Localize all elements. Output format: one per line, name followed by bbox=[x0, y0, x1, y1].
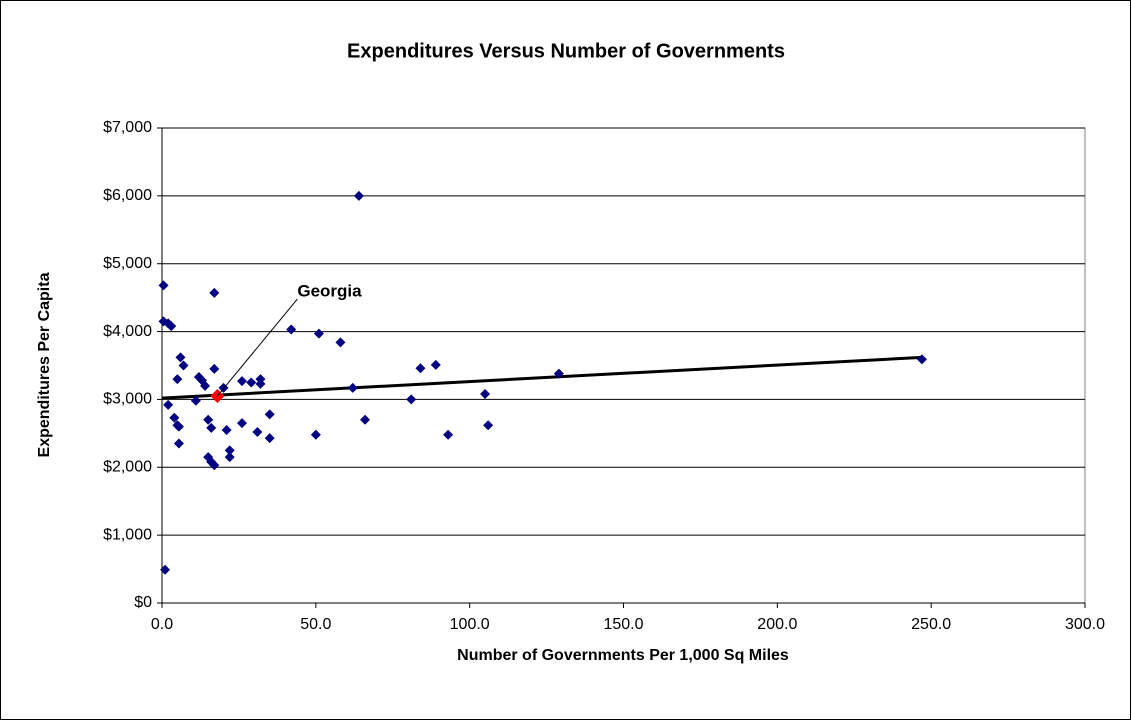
data-point bbox=[173, 438, 184, 449]
data-point bbox=[160, 564, 171, 575]
x-tick-label: 0.0 bbox=[151, 616, 173, 633]
data-point bbox=[166, 321, 177, 332]
y-tick-label: $6,000 bbox=[103, 187, 152, 204]
x-tick-label: 150.0 bbox=[603, 616, 643, 633]
data-point bbox=[203, 414, 214, 425]
data-point bbox=[209, 460, 220, 471]
data-point bbox=[353, 190, 364, 201]
data-point bbox=[206, 422, 217, 433]
x-tick-label: 300.0 bbox=[1065, 616, 1105, 633]
data-point bbox=[360, 414, 371, 425]
y-tick-label: $3,000 bbox=[103, 391, 152, 408]
data-point bbox=[286, 324, 297, 335]
data-point bbox=[264, 409, 275, 420]
data-point bbox=[916, 354, 927, 365]
data-point bbox=[480, 389, 491, 399]
data-point bbox=[252, 427, 263, 437]
data-point bbox=[209, 287, 220, 298]
y-tick-label: $5,000 bbox=[103, 255, 152, 272]
data-point bbox=[169, 412, 180, 423]
data-point bbox=[224, 445, 235, 456]
x-axis-label: Number of Governments Per 1,000 Sq Miles bbox=[457, 647, 789, 664]
data-point bbox=[415, 363, 426, 374]
data-point bbox=[173, 421, 184, 432]
data-point bbox=[430, 359, 441, 370]
y-tick-label: $1,000 bbox=[103, 526, 152, 543]
data-point bbox=[178, 360, 189, 371]
data-point bbox=[443, 429, 454, 440]
data-point bbox=[200, 380, 211, 391]
data-point bbox=[224, 452, 235, 463]
x-tick-label: 250.0 bbox=[911, 616, 951, 633]
data-point bbox=[190, 395, 201, 406]
y-tick-label: $7,000 bbox=[103, 119, 152, 136]
data-point bbox=[209, 363, 220, 374]
y-tick-label: $0 bbox=[134, 594, 152, 611]
y-axis-label: Expenditures Per Capita bbox=[36, 272, 53, 457]
data-point bbox=[175, 352, 186, 363]
data-point bbox=[310, 429, 321, 440]
data-point bbox=[246, 377, 257, 388]
chart-title: Expenditures Versus Number of Government… bbox=[347, 40, 785, 62]
data-point bbox=[406, 394, 417, 405]
data-point bbox=[255, 374, 266, 385]
y-tick-label: $4,000 bbox=[103, 323, 152, 340]
y-tick-label: $2,000 bbox=[103, 459, 152, 476]
x-tick-label: 200.0 bbox=[757, 616, 797, 633]
plot-area bbox=[161, 127, 1086, 604]
x-tick-label: 50.0 bbox=[300, 616, 331, 633]
data-point bbox=[221, 424, 232, 435]
data-point bbox=[172, 374, 183, 385]
annotation-leader bbox=[216, 298, 298, 397]
data-point bbox=[158, 280, 169, 291]
data-point bbox=[335, 337, 346, 348]
annotation-label: Georgia bbox=[297, 282, 362, 301]
trendline bbox=[161, 355, 923, 400]
x-tick-label: 100.0 bbox=[450, 616, 490, 633]
data-point bbox=[313, 328, 324, 339]
data-point bbox=[236, 418, 247, 429]
data-point bbox=[236, 376, 247, 387]
data-point bbox=[553, 368, 564, 379]
data-point bbox=[483, 420, 494, 431]
data-point bbox=[264, 433, 275, 444]
data-point bbox=[163, 399, 174, 410]
data-point bbox=[347, 382, 358, 393]
